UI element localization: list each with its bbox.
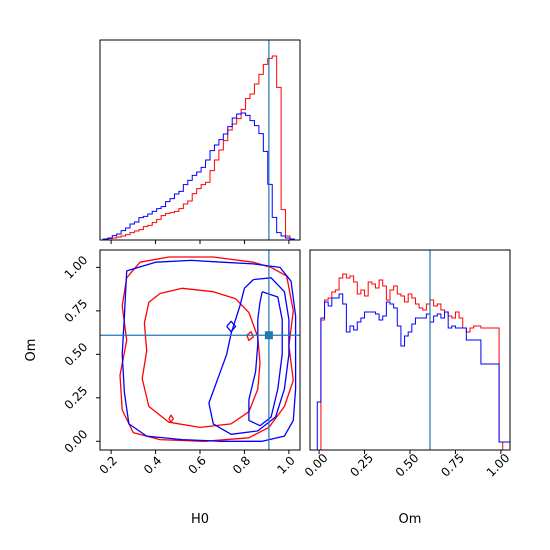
om-hist-frame: [309, 249, 511, 451]
contour-xtick-label: 0.2: [97, 453, 120, 476]
om-hist-area: [310, 273, 510, 450]
contour-xtick-label: 0.4: [141, 453, 164, 476]
om-xtick-label: 0.75: [438, 451, 467, 480]
contour-xtick-label: 0.6: [185, 453, 208, 476]
contour-line-red: [141, 287, 261, 429]
x-axis-label-om: Om: [399, 512, 422, 527]
contour-line-blue: [226, 320, 237, 333]
h0-hist-series-blue: [100, 112, 299, 240]
contour-ytick-label: 0.00: [62, 427, 91, 456]
contour-ytick-label: 1.00: [62, 253, 91, 282]
x-axis-label-h0: H0: [191, 512, 209, 527]
h0-hist-frame: [99, 39, 301, 241]
contour-line-red: [168, 414, 174, 423]
contour-line-blue: [121, 259, 297, 442]
h0-hist-area: [100, 55, 299, 240]
contour-xtick-label: 1.0: [274, 453, 297, 476]
contour-ytick-label: 0.75: [62, 296, 91, 325]
om-hist-series-red: [310, 273, 510, 450]
om-xtick-label: 1.00: [484, 451, 513, 480]
contour-xtick-label: 0.8: [230, 453, 253, 476]
contour-line-blue: [248, 291, 283, 427]
om-xtick-label: 0.50: [393, 451, 422, 480]
h0-hist-series-red: [100, 55, 299, 240]
y-axis-label-om: Om: [24, 339, 39, 362]
om-xtick-label: 0.00: [302, 451, 331, 480]
om-hist-series-blue: [310, 293, 510, 450]
om-xtick-label: 0.25: [347, 451, 376, 480]
contour-ytick-label: 0.50: [62, 340, 91, 369]
truth-marker: [264, 331, 273, 340]
contour-ytick-label: 0.25: [62, 383, 91, 412]
contour-frame: [99, 249, 301, 451]
contour-line-red: [246, 331, 254, 342]
